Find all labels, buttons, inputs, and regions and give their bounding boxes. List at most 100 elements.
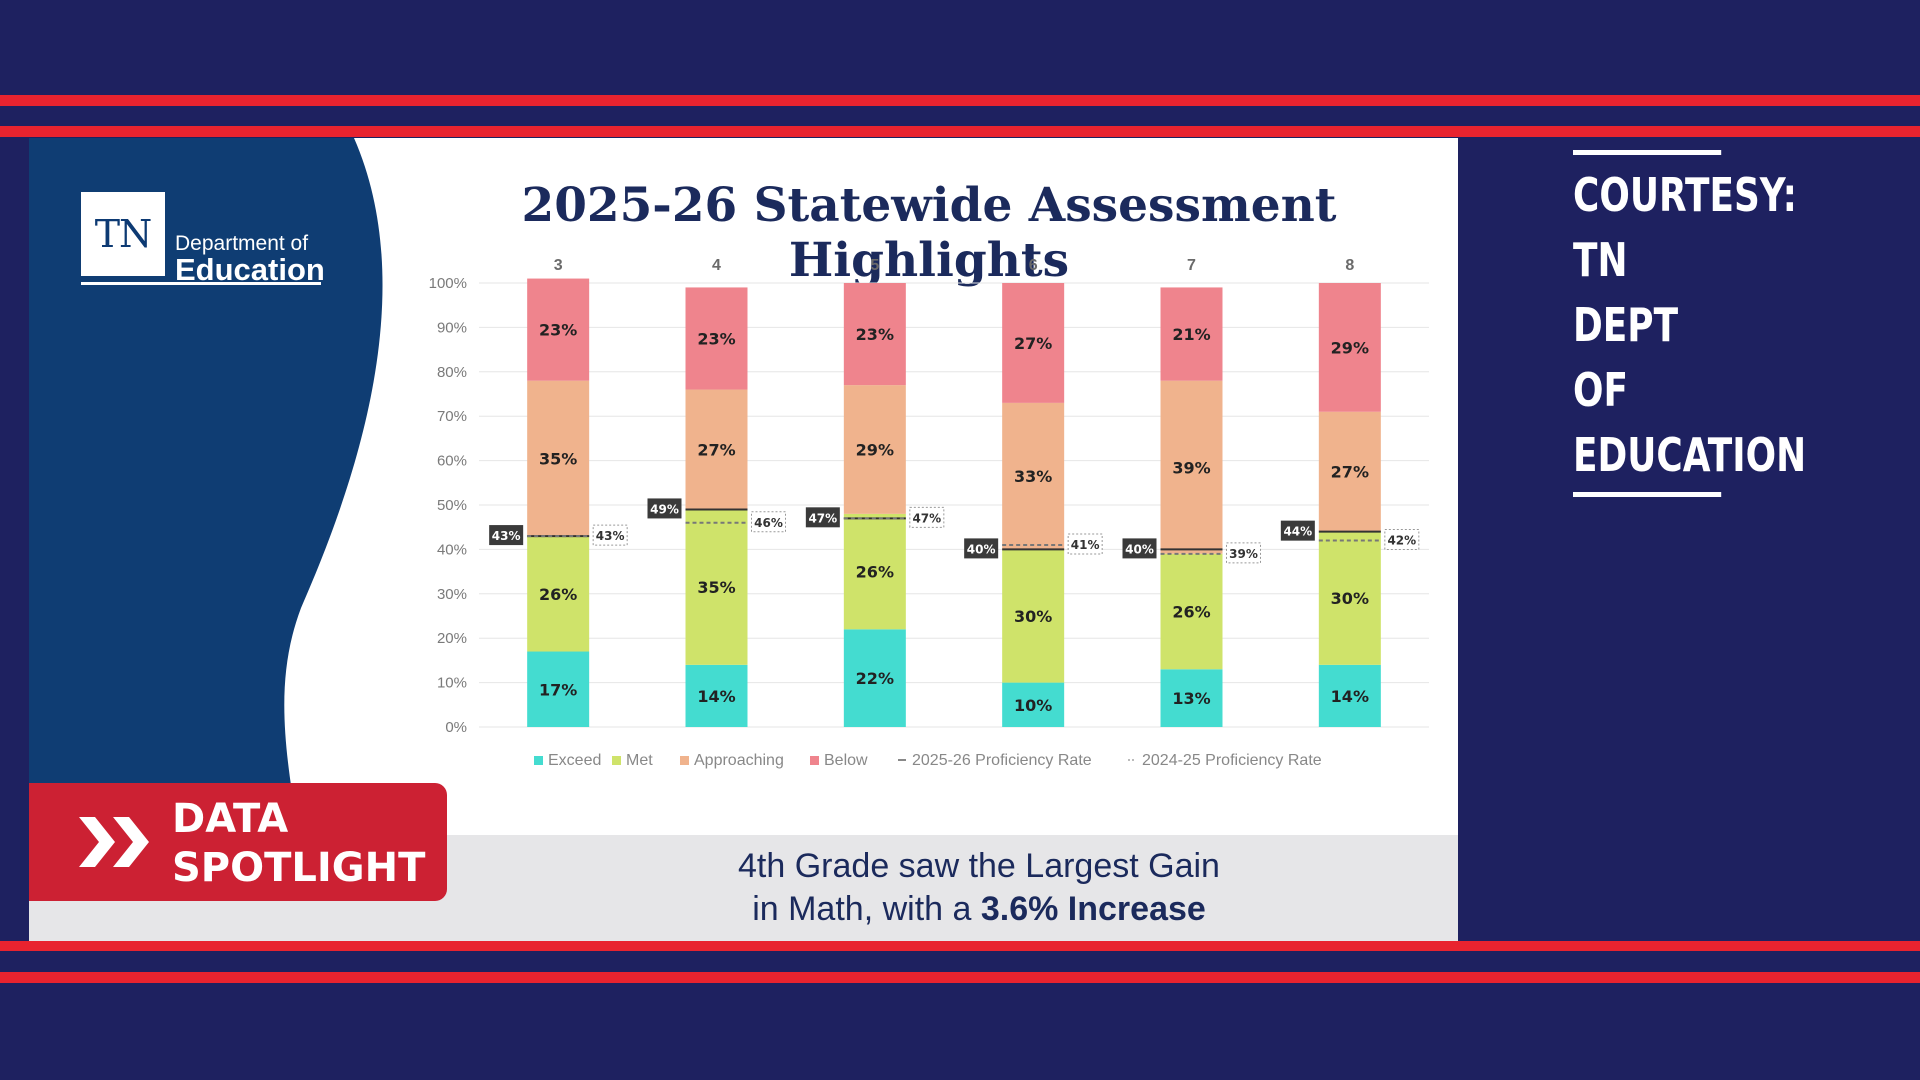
proficiency-tag-2025-26: 49% <box>650 502 679 516</box>
x-category-label: 6 <box>1029 257 1038 274</box>
top-stripe-1 <box>0 95 1920 106</box>
proficiency-tag-2025-26-box <box>964 538 999 559</box>
caption-highlight: 3.6% Increase <box>980 890 1206 928</box>
badge-text: DATA SPOTLIGHT <box>172 795 425 893</box>
proficiency-tag-2025-26: 44% <box>1283 525 1312 539</box>
data-label-met: 26% <box>1172 603 1210 622</box>
data-label-approaching: 27% <box>697 441 735 460</box>
bar-approaching <box>843 385 906 514</box>
y-tick-label: 80% <box>437 364 467 381</box>
bar-approaching <box>1318 411 1381 532</box>
proficiency-tag-2024-25: 47% <box>912 511 941 525</box>
caption-line1: 4th Grade saw the Largest Gain <box>738 847 1220 885</box>
proficiency-tag-2024-25-box <box>909 506 945 528</box>
courtesy-label: COURTESY: TN DEPT OF EDUCATION <box>1573 150 1806 497</box>
caption-line2: in Math, with a <box>752 890 981 928</box>
x-category-label: 7 <box>1187 257 1196 274</box>
data-label-exceed: 13% <box>1172 689 1210 708</box>
bar-exceed <box>843 629 906 727</box>
legend-swatch <box>680 756 689 765</box>
bar-met <box>1002 549 1065 683</box>
proficiency-tag-2024-25: 43% <box>596 529 625 543</box>
bar-exceed <box>1318 664 1381 727</box>
y-tick-label: 40% <box>437 541 467 558</box>
legend-label: 2024-25 Proficiency Rate <box>1142 752 1322 769</box>
tn-education-logo: TN Department of Education <box>81 192 325 288</box>
proficiency-tag-2024-25-box <box>1226 542 1261 564</box>
proficiency-tag-2025-26: 47% <box>808 511 837 525</box>
caption-bar: 4th Grade saw the Largest Gain in Math, … <box>29 835 1458 941</box>
bar-below <box>685 287 748 390</box>
y-tick-label: 30% <box>437 586 467 603</box>
data-label-approaching: 29% <box>856 441 894 460</box>
legend-label: 2025-26 Proficiency Rate <box>912 752 1092 769</box>
proficiency-tag-2024-25-box <box>751 511 786 533</box>
y-tick-label: 60% <box>437 453 467 470</box>
data-label-exceed: 14% <box>1331 687 1369 706</box>
y-tick-label: 10% <box>437 675 467 692</box>
bar-below <box>1318 283 1381 412</box>
proficiency-tag-2025-26-box <box>647 498 682 519</box>
slide-panel: TN Department of Education 2025-26 State… <box>29 138 1458 941</box>
proficiency-tag-2024-25: 46% <box>754 516 783 530</box>
x-category-label: 5 <box>870 257 879 274</box>
bar-met <box>1318 531 1381 665</box>
double-chevron-right-icon <box>79 817 149 867</box>
proficiency-tag-2025-26-box <box>1280 520 1315 541</box>
bar-approaching <box>685 389 748 510</box>
proficiency-tag-2025-26-box <box>1122 538 1157 559</box>
legend-swatch <box>810 756 819 765</box>
x-category-label: 3 <box>554 257 563 274</box>
legend-label: Exceed <box>548 752 601 769</box>
bar-exceed <box>685 664 748 727</box>
proficiency-tag-2025-26: 43% <box>492 529 521 543</box>
data-label-met: 35% <box>697 578 735 597</box>
proficiency-tag-2024-25: 41% <box>1071 538 1100 552</box>
bar-exceed <box>527 651 590 727</box>
badge-line2: SPOTLIGHT <box>172 845 426 891</box>
bar-below <box>1002 283 1065 403</box>
data-label-below: 21% <box>1172 325 1210 344</box>
bar-below <box>1160 287 1223 381</box>
legend-swatch <box>612 756 621 765</box>
bar-below <box>527 278 590 381</box>
proficiency-tag-2024-25-box <box>1384 529 1420 551</box>
bar-met <box>685 509 748 665</box>
bar-approaching <box>1002 402 1065 550</box>
logo-dept-text: Department of <box>175 232 309 255</box>
caption-text: 4th Grade saw the Largest Gain in Math, … <box>499 845 1458 931</box>
x-category-label: 8 <box>1345 257 1354 274</box>
data-spotlight-badge: DATA SPOTLIGHT <box>29 783 447 901</box>
data-label-exceed: 17% <box>539 680 577 699</box>
data-label-met: 30% <box>1014 607 1052 626</box>
logo-underline <box>81 282 321 285</box>
bar-exceed <box>1160 669 1223 727</box>
proficiency-tag-2025-26-box <box>489 525 524 546</box>
data-label-met: 26% <box>856 563 894 582</box>
data-label-below: 23% <box>539 321 577 340</box>
legend-label: Approaching <box>694 752 784 769</box>
proficiency-tag-2025-26: 40% <box>1125 542 1154 556</box>
top-stripe-2 <box>0 126 1920 137</box>
courtesy-line3: EDUCATION <box>1573 428 1807 482</box>
bar-met <box>527 536 590 652</box>
y-tick-label: 90% <box>437 319 467 336</box>
proficiency-tag-2024-25: 39% <box>1229 547 1258 561</box>
data-label-approaching: 39% <box>1172 458 1210 477</box>
bar-met <box>843 513 906 630</box>
blue-wave-shape <box>29 138 383 941</box>
courtesy-line1: COURTESY: <box>1573 168 1798 222</box>
bar-approaching <box>527 380 590 537</box>
data-label-exceed: 10% <box>1014 696 1052 715</box>
data-label-approaching: 35% <box>539 449 577 468</box>
data-label-met: 26% <box>539 585 577 604</box>
proficiency-tag-2025-26-box <box>805 507 840 528</box>
badge-line1: DATA <box>172 796 289 842</box>
proficiency-tag-2024-25: 42% <box>1387 534 1416 548</box>
proficiency-tag-2025-26: 40% <box>967 542 996 556</box>
legend-label: Below <box>824 752 868 769</box>
bar-approaching <box>1160 380 1223 554</box>
legend-label: Met <box>626 752 653 769</box>
y-tick-label: 20% <box>437 630 467 647</box>
y-tick-label: 100% <box>429 275 467 292</box>
